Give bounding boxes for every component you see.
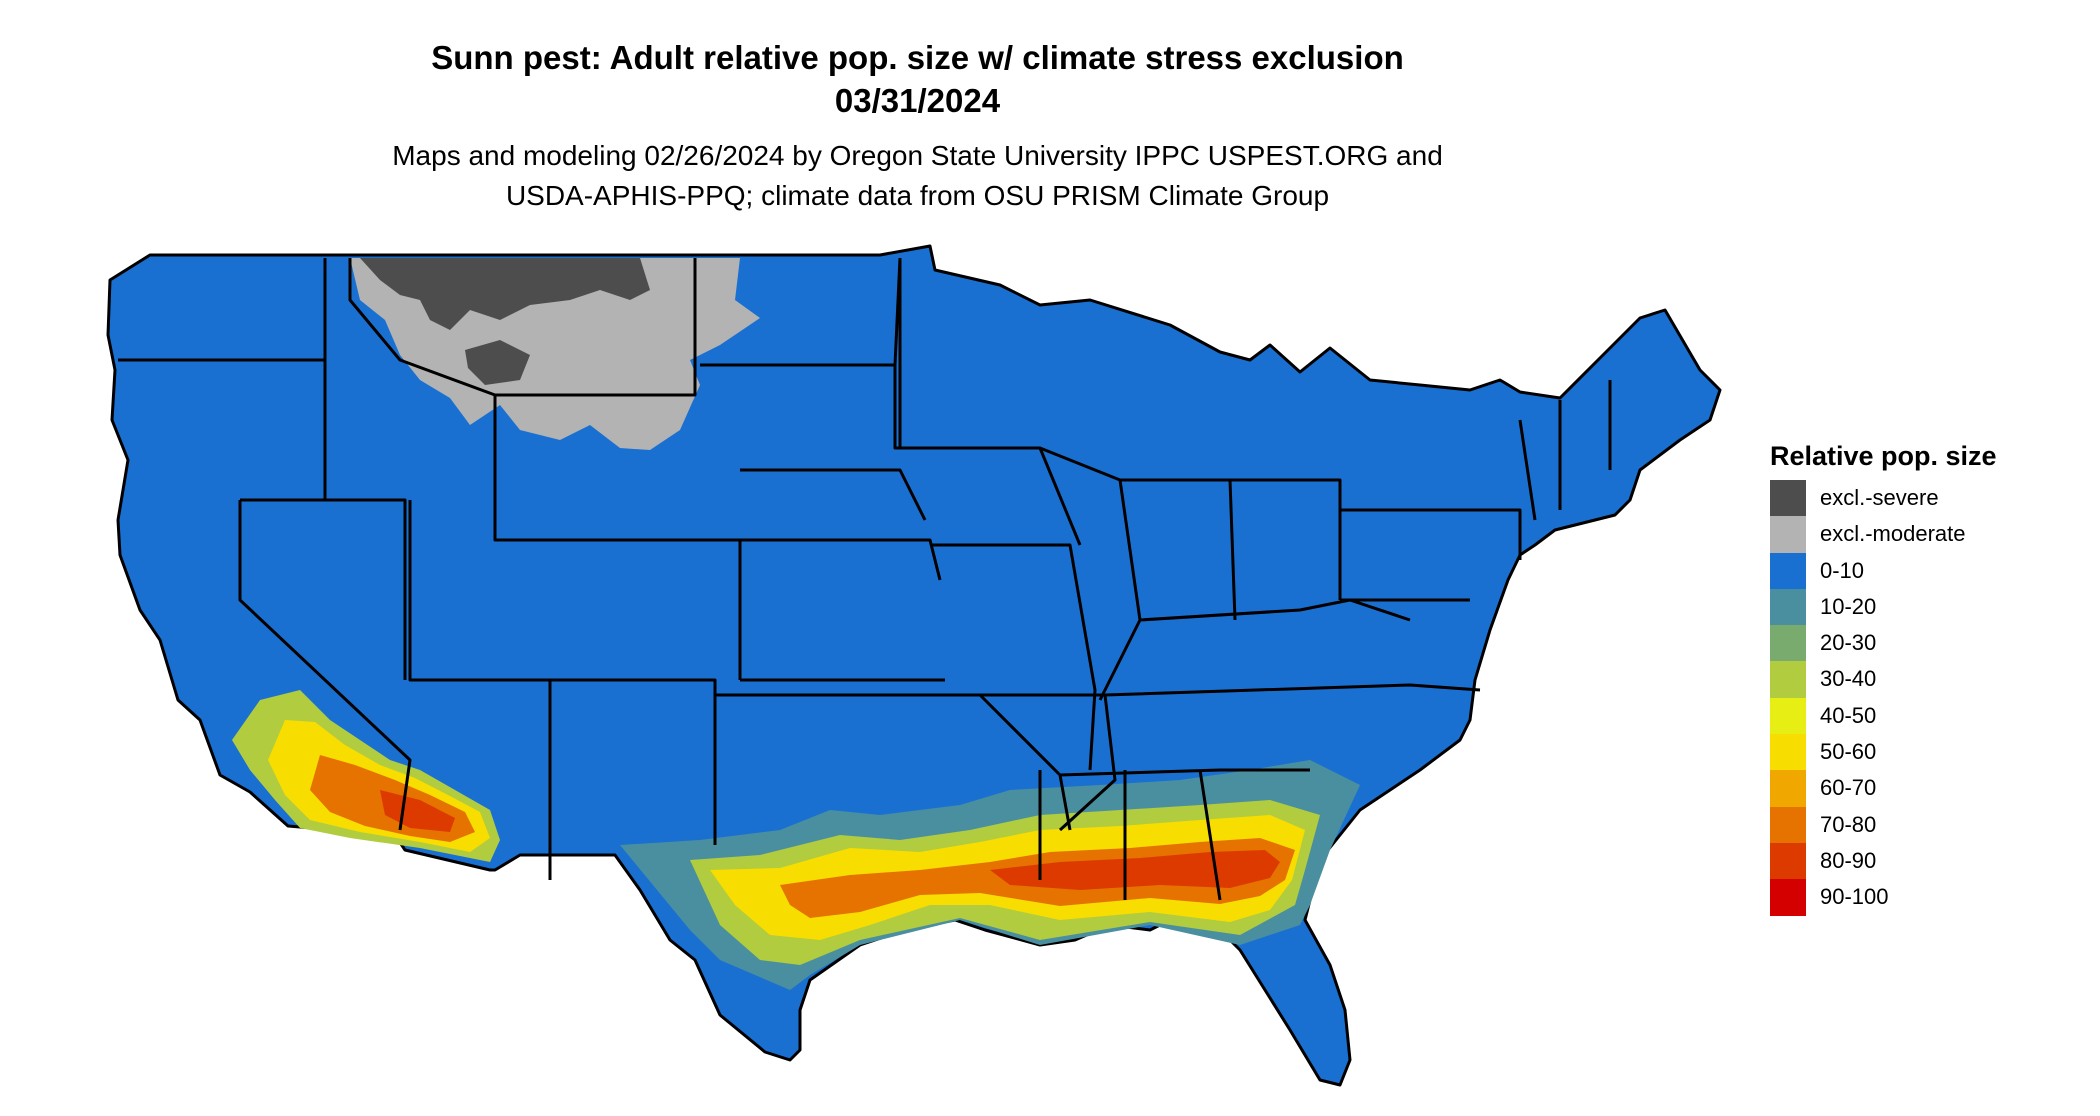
legend-swatch [1770,480,1806,517]
legend-swatch [1770,806,1806,843]
legend-swatch [1770,879,1806,916]
exclusion-severe-patch [465,340,530,385]
legend-item: 10-20 [1770,588,2070,626]
subtitle-line-1: Maps and modeling 02/26/2024 by Oregon S… [392,140,1443,171]
legend-item: excl.-moderate [1770,516,2070,553]
state-borders [118,257,1612,901]
legend-item: 50-60 [1770,734,2070,771]
map-subtitle: Maps and modeling 02/26/2024 by Oregon S… [0,136,1835,216]
legend-label: 30-40 [1820,666,1877,692]
legend-label: 10-20 [1820,593,1877,619]
legend-label: 0-10 [1820,557,1865,583]
legend-label: excl.-severe [1820,485,1939,510]
legend-item: excl.-severe [1770,480,2070,517]
zone-80-90 [990,850,1280,890]
subtitle-line-2: USDA-APHIS-PPQ; climate data from OSU PR… [505,180,1330,211]
zone-sw-80-90 [380,790,455,832]
legend-item: 90-100 [1770,879,2070,916]
legend-swatch [1770,516,1806,553]
legend-swatch [1770,625,1806,662]
exclusion-severe-zone [360,258,650,330]
legend-label: excl.-moderate [1820,521,1966,547]
legend-item: 40-50 [1770,697,2070,735]
legend-swatch [1770,734,1806,771]
legend-items: excl.-severe excl.-moderate 0-10 10-20 20-30… [1770,480,2070,916]
legend-item: 60-70 [1770,770,2070,807]
legend-item: 80-90 [1770,842,2070,880]
legend-title: Relative pop. size [1770,441,1997,471]
legend-swatch [1770,588,1806,626]
legend-item: 0-10 [1770,552,2070,589]
title-line-1: Sunn pest: Adult relative pop. size w/ c… [431,39,1404,76]
legend-swatch [1770,697,1806,735]
legend-swatch [1770,552,1806,589]
legend-item: 20-30 [1770,625,2070,662]
legend-swatch [1770,661,1806,698]
legend-label: 20-30 [1820,630,1877,656]
legend-label: 60-70 [1820,775,1877,801]
map-title: Sunn pest: Adult relative pop. size w/ c… [0,36,1835,122]
legend-label: 50-60 [1820,739,1877,765]
legend-item: 30-40 [1770,661,2070,698]
legend-label: 90-100 [1820,884,1889,910]
title-date: 03/31/2024 [834,82,1001,119]
us-landmass [106,244,1722,1087]
legend-label: 80-90 [1820,847,1877,873]
legend-swatch [1770,842,1806,880]
legend-swatch [1770,770,1806,807]
legend: Relative pop. size excl.-severe excl.-mod… [1770,436,2070,916]
legend-label: 70-80 [1820,811,1877,837]
legend-item: 70-80 [1770,806,2070,843]
legend-label: 40-50 [1820,702,1877,728]
